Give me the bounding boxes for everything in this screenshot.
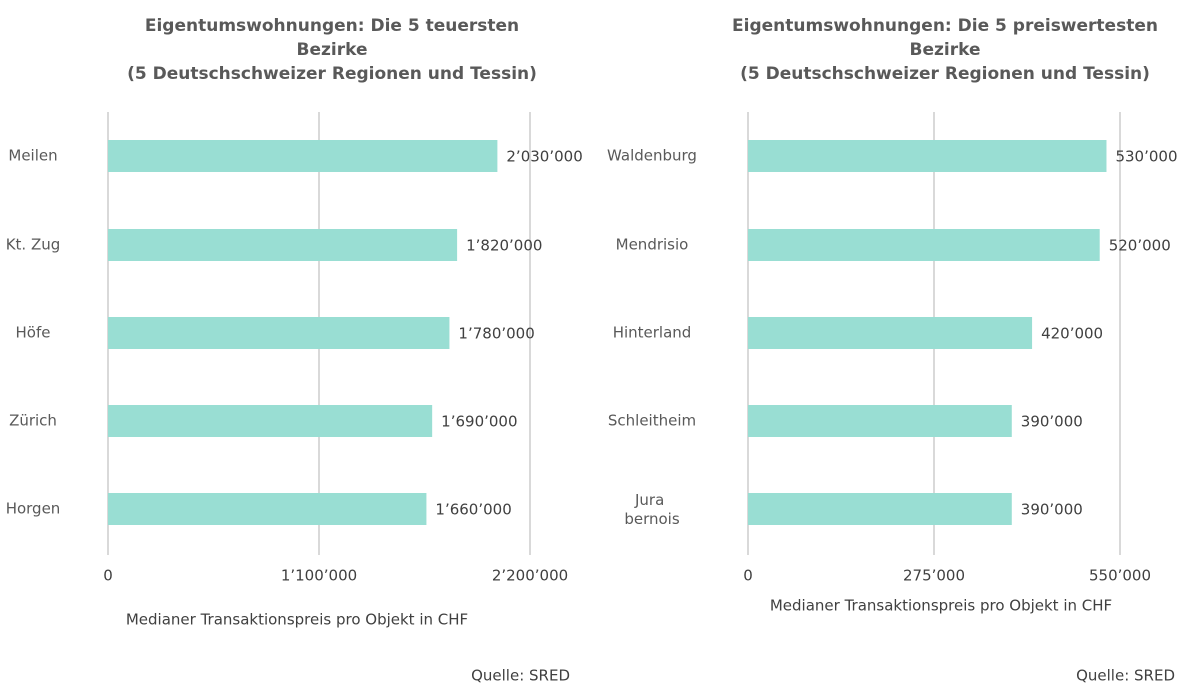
bar — [108, 405, 433, 437]
x-axis-title: Medianer Transaktionspreis pro Objekt in… — [770, 597, 1112, 615]
category-label: Schleitheim — [608, 412, 696, 430]
chart-title: Eigentumswohnungen: Die 5 preiswertesten… — [732, 16, 1158, 84]
bar — [108, 140, 498, 172]
x-tick-label: 1’100’000 — [281, 567, 357, 585]
value-label: 390’000 — [1021, 501, 1083, 519]
x-axis-title: Medianer Transaktionspreis pro Objekt in… — [126, 611, 468, 629]
category-label: Meilen — [8, 147, 57, 165]
value-label: 2’030’000 — [506, 148, 582, 166]
value-label: 390’000 — [1021, 413, 1083, 431]
category-label: Hinterland — [613, 324, 692, 342]
bar — [108, 493, 427, 525]
value-label: 1’820’000 — [466, 237, 542, 255]
category-label: Mendrisio — [616, 236, 689, 254]
bar — [108, 317, 450, 349]
category-label: Waldenburg — [607, 147, 697, 165]
category-label: Horgen — [6, 500, 61, 518]
x-tick-label: 275’000 — [903, 567, 965, 585]
bar — [748, 317, 1033, 349]
value-label: 1’780’000 — [458, 325, 534, 343]
x-tick-label: 0 — [743, 567, 753, 585]
chart-title: Eigentumswohnungen: Die 5 teuersten Bezi… — [127, 16, 537, 84]
category-label: Jura bernois — [624, 491, 680, 528]
value-label: 530’000 — [1115, 148, 1177, 166]
bar — [748, 405, 1012, 437]
category-label: Höfe — [16, 324, 51, 342]
x-tick-label: 2’200’000 — [492, 567, 568, 585]
source-note: Quelle: SRED — [471, 667, 570, 685]
bar — [748, 493, 1012, 525]
value-label: 420’000 — [1041, 325, 1103, 343]
source-note: Quelle: SRED — [1076, 667, 1175, 685]
value-label: 1’660’000 — [435, 501, 511, 519]
category-label: Kt. Zug — [6, 236, 61, 254]
bar — [748, 140, 1107, 172]
value-label: 1’690’000 — [441, 413, 517, 431]
x-tick-label: 550’000 — [1089, 567, 1151, 585]
bar — [108, 229, 458, 261]
value-label: 520’000 — [1109, 237, 1171, 255]
bar — [748, 229, 1100, 261]
category-label: Zürich — [9, 412, 57, 430]
x-tick-label: 0 — [103, 567, 113, 585]
